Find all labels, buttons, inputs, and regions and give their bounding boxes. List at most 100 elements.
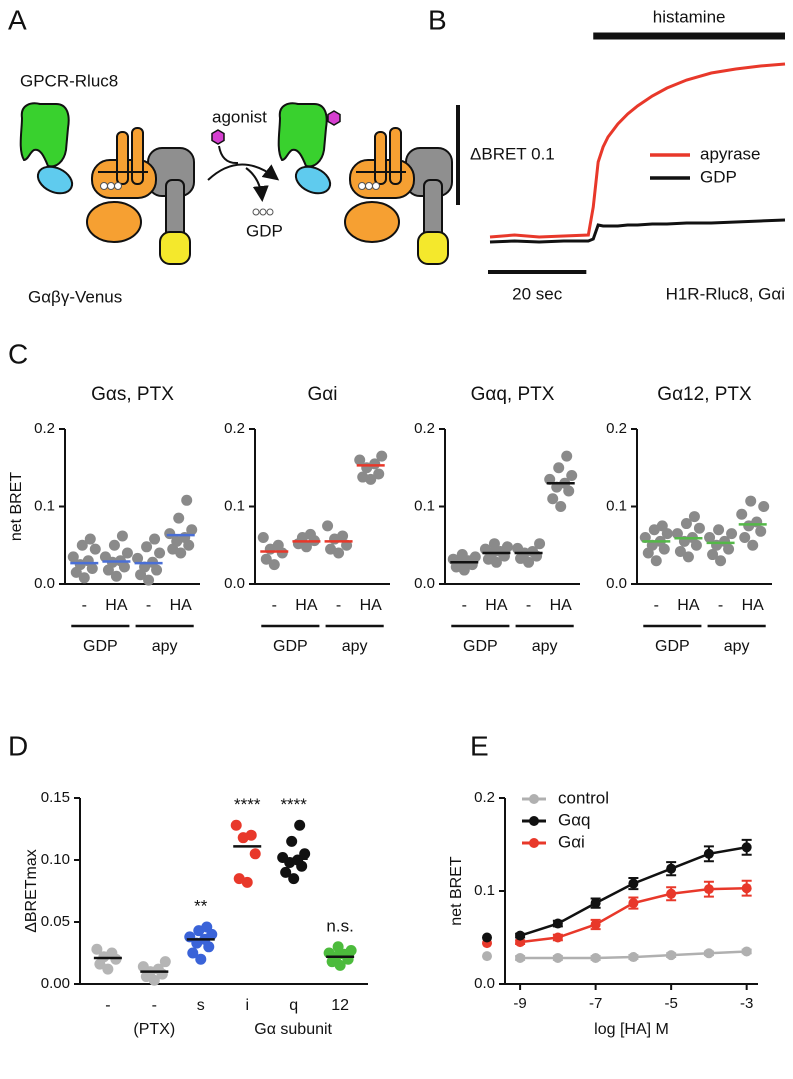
y-tick-label: 0.2 — [474, 789, 495, 806]
data-point — [132, 552, 144, 564]
data-point — [181, 494, 193, 506]
y-axis-label: net BRET — [448, 856, 465, 926]
x-axis-label: Gα subunit — [254, 1021, 332, 1038]
data-point — [141, 541, 153, 553]
group-label: GDP — [463, 638, 498, 655]
data-point — [566, 470, 578, 481]
x-tick-label: -5 — [664, 995, 677, 1012]
x-tick-label: -7 — [589, 995, 602, 1012]
chart-title: Gαs, PTX — [91, 384, 174, 405]
data-point — [233, 873, 245, 885]
legend-label: apyrase — [700, 144, 760, 163]
y-axis-label: net BRET — [8, 472, 25, 542]
data-point — [299, 848, 311, 860]
data-point — [288, 873, 300, 885]
data-point — [354, 454, 366, 466]
agonist-bound — [327, 110, 341, 126]
data-point — [755, 525, 767, 537]
data-point — [628, 952, 639, 963]
series-line — [489, 62, 786, 239]
data-point — [89, 543, 101, 555]
legend-label: control — [558, 788, 609, 807]
data-point — [704, 532, 716, 543]
y-tick-label: 0.00 — [41, 975, 70, 992]
x-tick-label: i — [245, 997, 249, 1014]
data-point — [280, 866, 292, 878]
data-point — [110, 570, 122, 582]
legend-marker — [529, 838, 539, 848]
data-point — [561, 450, 573, 462]
data-point — [552, 952, 563, 963]
data-point — [741, 883, 752, 894]
diagram-label: agonist — [212, 107, 267, 126]
y-tick-label: 0.2 — [34, 420, 55, 437]
x-tick-label: HA — [360, 597, 383, 614]
data-point — [693, 522, 705, 534]
data-point — [555, 501, 567, 512]
data-point — [456, 549, 468, 561]
group-label: GDP — [273, 638, 308, 655]
y-tick-label: 0.10 — [41, 851, 70, 868]
data-point — [337, 530, 349, 542]
x-tick-label: - — [272, 597, 277, 614]
legend-label: GDP — [700, 167, 737, 186]
x-tick-label: HA — [485, 597, 508, 614]
data-point — [590, 898, 601, 909]
scale-bar-label: ΔBRET 0.1 — [470, 144, 555, 163]
x-tick-label: - — [654, 597, 659, 614]
data-point — [534, 538, 546, 550]
legend-marker — [529, 794, 539, 804]
data-point — [590, 919, 601, 930]
y-tick-label: 0.2 — [606, 420, 627, 437]
scale-bar-label: 20 sec — [512, 284, 563, 303]
x-tick-label: 12 — [331, 997, 349, 1014]
y-tick-label: 0.1 — [34, 497, 55, 514]
annotation: histamine — [653, 7, 726, 26]
panel-label: D — [8, 730, 28, 761]
gdp — [114, 182, 122, 190]
chart-title: Gαq, PTX — [471, 384, 555, 405]
x-tick-label: HA — [170, 597, 193, 614]
data-point — [322, 520, 334, 532]
data-point — [99, 551, 111, 563]
data-point — [736, 508, 748, 520]
data-point — [628, 898, 639, 909]
data-point — [713, 524, 725, 536]
data-point — [488, 538, 500, 550]
x-tick-label: HA — [742, 597, 765, 614]
x-tick-label: HA — [105, 597, 128, 614]
y-tick-label: 0.05 — [41, 913, 70, 930]
group-label: apy — [342, 638, 368, 655]
x-tick-label: - — [152, 997, 157, 1014]
group-label: GDP — [655, 638, 690, 655]
data-point — [268, 559, 280, 571]
data-point — [726, 528, 738, 540]
x-tick-label: -3 — [740, 995, 753, 1012]
data-point — [682, 551, 694, 563]
y-tick-label: 0.0 — [414, 575, 435, 592]
significance: ** — [194, 896, 208, 915]
data-point — [747, 539, 759, 551]
basal-point — [482, 951, 492, 962]
data-point — [332, 941, 344, 953]
group-label: apy — [724, 638, 750, 655]
data-point — [666, 950, 677, 961]
data-point — [286, 835, 298, 847]
data-point — [82, 555, 94, 567]
helix — [116, 131, 129, 185]
y-tick-label: 0.0 — [224, 575, 245, 592]
data-point — [106, 947, 118, 959]
data-point — [245, 829, 257, 841]
x-tick-label: HA — [295, 597, 318, 614]
data-point — [745, 495, 757, 507]
data-point — [688, 511, 700, 523]
chart-title: Gα12, PTX — [657, 384, 752, 405]
diagram-label: GDP — [246, 221, 283, 240]
data-point — [325, 543, 337, 555]
x-tick-label: - — [105, 997, 110, 1014]
data-point — [553, 462, 565, 474]
data-point — [149, 533, 161, 545]
receptor — [19, 102, 70, 168]
note: H1R-Rluc8, Gαi — [666, 284, 785, 303]
category-note: (PTX) — [133, 1021, 175, 1038]
